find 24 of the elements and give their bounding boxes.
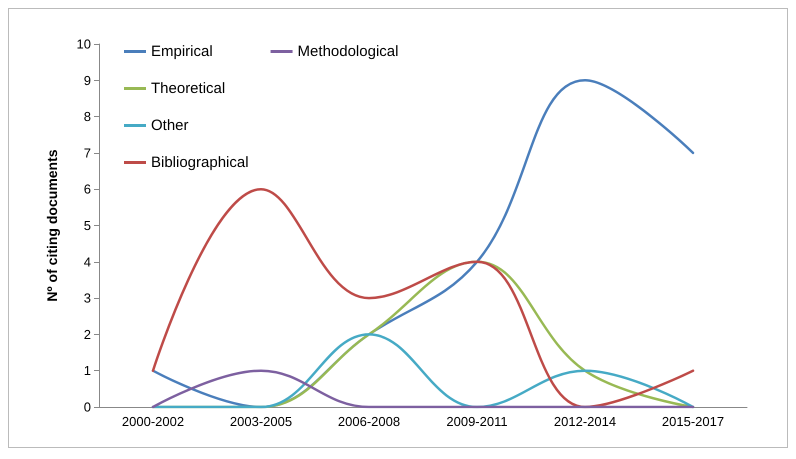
y-axis-title: Nº of citing documents <box>44 149 60 302</box>
x-tick-label: 2015-2017 <box>662 414 724 429</box>
x-tick-label: 2003-2005 <box>230 414 292 429</box>
x-tick-label: 2012-2014 <box>554 414 616 429</box>
legend-label: Bibliographical <box>151 154 249 171</box>
legend-label: Theoretical <box>151 80 226 97</box>
legend-label: Methodological <box>298 43 398 60</box>
line-series <box>152 188 694 408</box>
y-tick-label: 5 <box>84 218 91 233</box>
y-tick-label: 7 <box>84 145 91 160</box>
y-tick-label: 10 <box>76 36 91 52</box>
legend-label: Other <box>151 117 189 134</box>
y-tick-label: 0 <box>84 400 91 414</box>
y-tick-label: 6 <box>84 182 91 197</box>
x-tick-label: 2000-2002 <box>122 414 184 429</box>
y-tick-label: 4 <box>84 254 91 270</box>
y-tick-label: 3 <box>84 290 91 306</box>
y-tick-label: 8 <box>84 109 91 124</box>
y-tick-label: 9 <box>84 72 91 88</box>
y-tick-label: 2 <box>84 326 91 342</box>
legend-label: Empirical <box>151 43 213 60</box>
x-tick-label: 2009-2011 <box>446 414 508 429</box>
x-tick-label: 2006-2008 <box>338 414 400 429</box>
y-tick-label: 1 <box>84 363 91 378</box>
